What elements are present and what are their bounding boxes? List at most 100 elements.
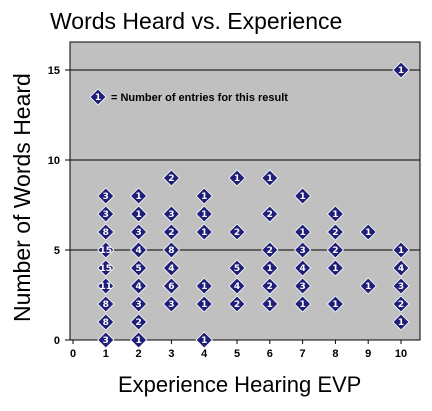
entry-count-label: 1 bbox=[95, 93, 101, 103]
entry-count-label: 2 bbox=[267, 210, 273, 220]
diamond-marker bbox=[392, 313, 410, 331]
x-tick-label-10: 10 bbox=[395, 348, 407, 360]
data-point: 2 bbox=[228, 295, 246, 313]
diamond-marker bbox=[326, 205, 344, 223]
diamond-marker bbox=[359, 277, 377, 295]
diamond-marker bbox=[261, 295, 279, 313]
y-tick-label-10: 10 bbox=[48, 155, 60, 167]
data-point: 1 bbox=[261, 169, 279, 187]
entry-count-label: 3 bbox=[103, 336, 109, 346]
entry-count-label: 2 bbox=[267, 246, 273, 256]
data-point: 6 bbox=[162, 277, 180, 295]
diamond-marker bbox=[261, 259, 279, 277]
diamond-marker bbox=[294, 187, 312, 205]
diamond-marker bbox=[261, 169, 279, 187]
data-point: 3 bbox=[162, 295, 180, 313]
diamond-marker bbox=[162, 295, 180, 313]
legend-marker: 1 bbox=[89, 88, 107, 106]
diamond-marker bbox=[294, 277, 312, 295]
x-tick-label-2: 2 bbox=[136, 348, 142, 360]
data-point: 1 bbox=[130, 331, 148, 349]
diamond-marker bbox=[294, 223, 312, 241]
entry-count-label: 1 bbox=[135, 192, 141, 202]
data-point: 1 bbox=[359, 223, 377, 241]
entry-count-label: 8 bbox=[103, 300, 109, 310]
y-tick-label-0: 0 bbox=[54, 335, 60, 347]
data-point: 3 bbox=[294, 241, 312, 259]
entry-count-label: 3 bbox=[398, 282, 404, 292]
entry-count-label: 3 bbox=[299, 282, 305, 292]
data-point: 3 bbox=[392, 277, 410, 295]
entry-count-label: 1 bbox=[267, 300, 273, 310]
diamond-marker bbox=[228, 277, 246, 295]
data-point: 3 bbox=[97, 205, 115, 223]
diamond-marker bbox=[97, 277, 115, 295]
data-point: 15 bbox=[97, 241, 115, 259]
data-point: 4 bbox=[130, 241, 148, 259]
diamond-marker bbox=[130, 187, 148, 205]
data-point: 1 bbox=[261, 295, 279, 313]
data-point: 1 bbox=[392, 313, 410, 331]
data-point: 5 bbox=[228, 259, 246, 277]
entry-count-label: 1 bbox=[299, 228, 305, 238]
entry-count-label: 3 bbox=[103, 192, 109, 202]
entry-count-label: 8 bbox=[103, 228, 109, 238]
data-point: 1 bbox=[130, 187, 148, 205]
data-point: 1 bbox=[326, 205, 344, 223]
entry-count-label: 4 bbox=[234, 282, 240, 292]
data-point: 2 bbox=[130, 313, 148, 331]
diamond-marker bbox=[392, 241, 410, 259]
diamond-marker bbox=[130, 313, 148, 331]
diamond-marker bbox=[392, 295, 410, 313]
diamond-marker bbox=[195, 187, 213, 205]
entry-count-label: 15 bbox=[100, 264, 113, 274]
data-point: 3 bbox=[130, 223, 148, 241]
entry-count-label: 1 bbox=[201, 210, 207, 220]
data-point: 1 bbox=[195, 187, 213, 205]
diamond-marker bbox=[392, 259, 410, 277]
diamond-marker bbox=[162, 169, 180, 187]
diamond-marker bbox=[261, 205, 279, 223]
data-points: 3381515118831134543212328463111111125421… bbox=[97, 61, 410, 349]
diamond-marker bbox=[130, 223, 148, 241]
entry-count-label: 2 bbox=[234, 300, 240, 310]
data-point: 4 bbox=[228, 277, 246, 295]
diamond-marker bbox=[294, 259, 312, 277]
entry-count-label: 4 bbox=[299, 264, 305, 274]
data-point: 1 bbox=[294, 187, 312, 205]
x-tick-label-1: 1 bbox=[103, 348, 109, 360]
diamond-marker bbox=[195, 277, 213, 295]
data-point: 2 bbox=[326, 223, 344, 241]
x-tick-label-5: 5 bbox=[234, 348, 240, 360]
diamond-marker bbox=[326, 223, 344, 241]
data-point: 1 bbox=[130, 205, 148, 223]
entry-count-label: 6 bbox=[168, 282, 174, 292]
entry-count-label: 1 bbox=[201, 228, 207, 238]
entry-count-label: 3 bbox=[299, 246, 305, 256]
diamond-marker bbox=[97, 187, 115, 205]
x-tick-label-7: 7 bbox=[300, 348, 306, 360]
x-tick-label-0: 0 bbox=[70, 348, 76, 360]
diamond-marker bbox=[130, 295, 148, 313]
entry-count-label: 3 bbox=[135, 300, 141, 310]
diamond-marker bbox=[97, 259, 115, 277]
diamond-marker bbox=[228, 295, 246, 313]
y-tick-label-5: 5 bbox=[54, 245, 60, 257]
x-tick-label-4: 4 bbox=[201, 348, 208, 360]
entry-count-label: 1 bbox=[201, 336, 207, 346]
data-point: 4 bbox=[294, 259, 312, 277]
entry-count-label: 1 bbox=[135, 210, 141, 220]
entry-count-label: 2 bbox=[135, 318, 141, 328]
diamond-marker bbox=[228, 169, 246, 187]
x-tick-label-8: 8 bbox=[332, 348, 338, 360]
data-point: 2 bbox=[162, 169, 180, 187]
grid-lines bbox=[70, 69, 420, 251]
data-point: 3 bbox=[97, 187, 115, 205]
data-point: 1 bbox=[326, 295, 344, 313]
entry-count-label: 5 bbox=[234, 264, 240, 274]
data-point: 2 bbox=[326, 241, 344, 259]
entry-count-label: 3 bbox=[168, 210, 174, 220]
data-point: 2 bbox=[261, 205, 279, 223]
diamond-marker bbox=[228, 259, 246, 277]
data-point: 8 bbox=[97, 313, 115, 331]
